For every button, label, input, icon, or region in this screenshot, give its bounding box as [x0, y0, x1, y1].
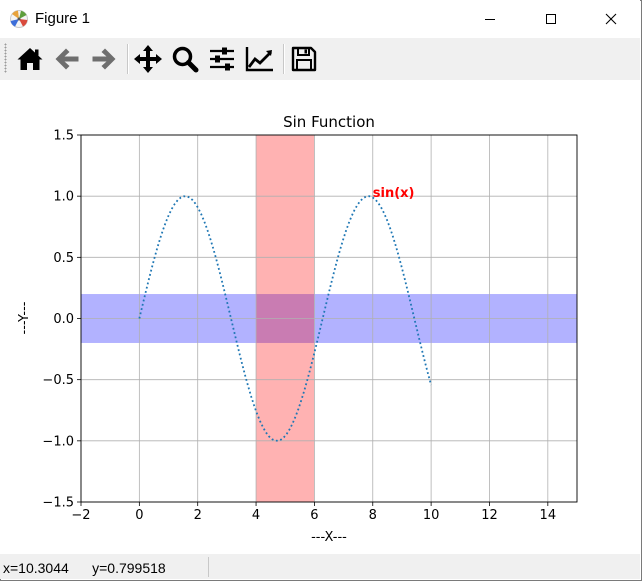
x-tick-label: 0 — [135, 508, 143, 523]
title-bar: Figure 1 — [0, 0, 640, 38]
y-tick-label: 1.0 — [53, 190, 74, 205]
y-tick-label: 1.5 — [53, 129, 74, 144]
plot-svg[interactable]: −2 0 2 4 6 8 10 12 14 −1.5 −1.0 −0.5 0.0 0.5 1.0 1.5 Si… — [0, 80, 640, 554]
pan-button[interactable] — [132, 43, 164, 75]
x-tick-label: 12 — [481, 508, 498, 523]
arrow-right-icon — [92, 48, 116, 70]
x-tick-label: 8 — [369, 508, 377, 523]
minimize-button[interactable] — [467, 0, 513, 38]
home-button[interactable] — [14, 43, 46, 75]
edit-axes-button[interactable] — [244, 43, 276, 75]
save-button[interactable] — [288, 43, 320, 75]
maximize-icon — [546, 14, 556, 24]
figure-canvas[interactable]: −2 0 2 4 6 8 10 12 14 −1.5 −1.0 −0.5 0.0 0.5 1.0 1.5 Si… — [0, 80, 640, 554]
y-tick-label: −1.5 — [42, 496, 74, 511]
series-layer — [138, 195, 432, 442]
grid-layer — [80, 134, 577, 503]
y-tick-label: 0.0 — [53, 312, 74, 327]
zoom-button[interactable] — [169, 43, 201, 75]
ticks-layer: −2 0 2 4 6 8 10 12 14 −1.5 −1.0 −0.5 0.0 0.5 1.0 1.5 — [42, 129, 556, 524]
back-button[interactable] — [51, 43, 83, 75]
x-tick-label: 2 — [194, 508, 202, 523]
y-tick-label: −0.5 — [42, 373, 74, 388]
x-tick-label: 6 — [310, 508, 318, 523]
sliders-icon — [210, 47, 234, 71]
chart-title: Sin Function — [283, 113, 375, 131]
y-tick-label: −1.0 — [42, 434, 74, 449]
annotations-layer: sin(x) — [373, 186, 415, 201]
toolbar-separator — [283, 44, 285, 74]
move-icon — [134, 45, 162, 73]
subplots-button[interactable] — [206, 43, 238, 75]
toolbar-separator — [127, 44, 129, 74]
close-button[interactable] — [588, 0, 634, 38]
magnifier-icon — [172, 46, 199, 73]
x-axis-label: ---X--- — [311, 530, 347, 545]
x-tick-label: 4 — [252, 508, 260, 523]
floppy-disk-icon — [291, 46, 317, 72]
annotation-label: sin(x) — [373, 186, 415, 201]
line-chart-icon — [245, 47, 273, 72]
forward-button[interactable] — [88, 43, 120, 75]
arrow-left-icon — [55, 48, 79, 70]
window-title: Figure 1 — [35, 10, 91, 27]
x-tick-label: −2 — [71, 508, 90, 523]
minimize-icon — [485, 19, 495, 20]
sin-curve-line — [138, 195, 432, 442]
status-bar — [0, 554, 640, 579]
matplotlib-logo-icon — [10, 10, 28, 28]
y-axis-label: ---Y--- — [17, 301, 32, 334]
status-separator — [208, 557, 209, 577]
x-tick-label: 14 — [540, 508, 557, 523]
close-icon — [605, 13, 617, 25]
maximize-button[interactable] — [528, 0, 574, 38]
cursor-coordinates: x=10.3044 y=0.799518 — [3, 560, 166, 576]
toolbar-grip[interactable] — [4, 43, 7, 73]
x-tick-label: 10 — [423, 508, 440, 523]
home-icon — [17, 48, 43, 70]
y-tick-label: 0.5 — [53, 251, 74, 266]
